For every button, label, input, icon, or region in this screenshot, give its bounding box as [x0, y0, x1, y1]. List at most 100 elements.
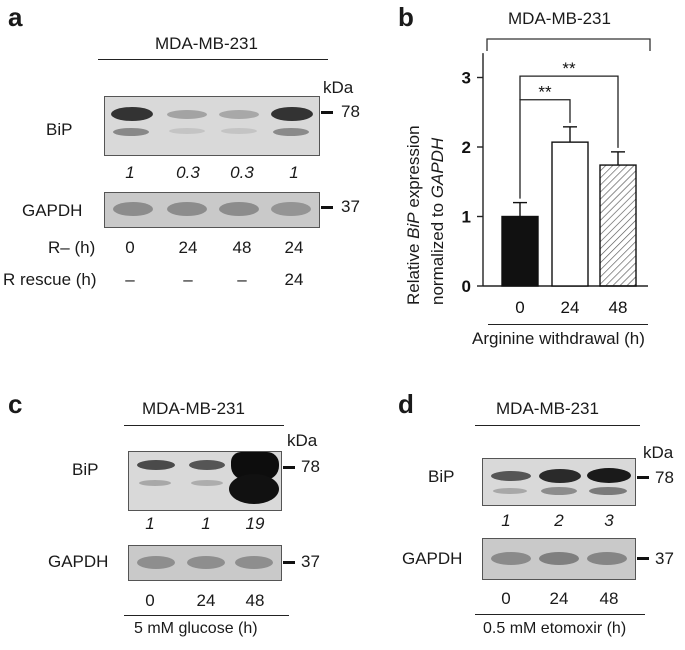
bip-band-lower: [191, 480, 223, 486]
panel-a-r-minus-value: 24: [178, 238, 198, 257]
bip-band: [271, 107, 313, 121]
bip-band-lower: [139, 480, 171, 486]
panel-c-marker-37: 37: [301, 552, 320, 571]
panel-d-header-line: [475, 425, 640, 427]
panel-b-xlabel: Arginine withdrawal (h): [472, 329, 645, 348]
panel-d-kda-label: kDa: [643, 443, 674, 462]
gapdh-band: [587, 552, 627, 565]
bip-band: [539, 469, 581, 483]
bip-band: [189, 460, 225, 470]
panel-a-r-rescue-label: R rescue (h): [3, 270, 97, 289]
panel-b-cell-line: MDA-MB-231: [508, 9, 611, 28]
panel-a-r-rescue-value: 24: [284, 270, 304, 289]
x-tick-label: 48: [609, 298, 628, 317]
ylabel-norm: normalized to: [428, 198, 447, 305]
significance-bracket: [519, 75, 619, 148]
panel-a-r-rescue-value: –: [237, 270, 247, 289]
gapdh-band: [219, 202, 259, 216]
y-tick-label: 3: [462, 69, 471, 88]
panel-c-time: 24: [196, 591, 216, 610]
gapdh-band: [491, 552, 531, 565]
panel-a-quant-3: 0.3: [230, 163, 254, 182]
x-tick-label: 24: [561, 298, 580, 317]
panel-c-header-line: [124, 425, 284, 427]
panel-d-marker-78-tick: [637, 476, 649, 479]
panel-c-gapdh-label: GAPDH: [48, 552, 109, 571]
ylabel-ref-gene: GAPDH: [428, 137, 447, 199]
bip-band-lower: [541, 487, 577, 495]
panel-c-marker-37-tick: [283, 561, 295, 564]
bip-band: [587, 468, 631, 483]
panel-d-quant-2: 2: [554, 511, 564, 530]
bar: [501, 215, 539, 287]
panel-a-r-rescue-value: –: [125, 270, 135, 289]
panel-a-r-minus-value: 0: [125, 238, 135, 257]
panel-a-bip-blot: [104, 96, 320, 156]
panel-d-gapdh-blot: [482, 538, 636, 580]
panel-b-xlabel-line: [488, 324, 648, 326]
panel-a-quant-1: 1: [125, 163, 135, 182]
panel-d-marker-37-tick: [637, 557, 649, 560]
panel-d-bip-blot: [482, 458, 636, 506]
bip-band-lower: [589, 487, 627, 495]
panel-a-cell-line: MDA-MB-231: [155, 34, 258, 53]
panel-d-bip-label: BiP: [428, 467, 455, 486]
bip-band: [111, 107, 153, 121]
panel-c-kda-label: kDa: [287, 431, 318, 450]
panel-a-r-minus-value: 24: [284, 238, 304, 257]
panel-d-marker-78: 78: [655, 468, 674, 487]
panel-d-time: 24: [549, 589, 569, 608]
bip-band: [137, 460, 175, 470]
ylabel-prefix: Relative: [404, 238, 423, 305]
panel-c-condition-line: [124, 615, 289, 617]
ylabel-suffix: expression: [404, 125, 423, 213]
panel-d-condition: 0.5 mM etomoxir (h): [483, 620, 627, 637]
panel-a-marker-78-tick: [321, 111, 333, 114]
panel-a-header-line: [98, 59, 328, 61]
panel-d-marker-37: 37: [655, 549, 674, 568]
bar: [599, 164, 637, 287]
panel-a-quant-4: 1: [289, 163, 299, 182]
bip-band-lower: [113, 128, 149, 136]
y-tick-label: 1: [462, 208, 471, 227]
gapdh-band: [113, 202, 153, 216]
significance-bracket: [519, 99, 571, 199]
panel-c-bip-label: BiP: [72, 460, 99, 479]
panel-c-time: 0: [145, 591, 155, 610]
panel-c-label: c: [8, 389, 23, 419]
panel-a-gapdh-blot: [104, 192, 320, 228]
panel-c-gapdh-blot: [128, 545, 282, 581]
ylabel-gene: BiP: [404, 212, 423, 239]
panel-b-label: b: [398, 2, 414, 32]
gapdh-band: [187, 556, 225, 569]
panel-d-gapdh-label: GAPDH: [402, 549, 463, 568]
panel-a-kda-label: kDa: [323, 78, 354, 97]
panel-a-gapdh-label: GAPDH: [22, 201, 83, 220]
panel-d-quant-1: 1: [501, 511, 511, 530]
panel-c-marker-78: 78: [301, 457, 320, 476]
gapdh-band: [539, 552, 579, 565]
panel-d-label: d: [398, 389, 414, 419]
panel-d-time: 48: [599, 589, 619, 608]
panel-a-marker-37: 37: [341, 197, 360, 216]
y-tick-label: 2: [462, 138, 471, 157]
bip-band-lower: [169, 128, 205, 134]
panel-a-label: a: [8, 2, 23, 32]
panel-c-condition: 5 mM glucose (h): [134, 620, 258, 637]
y-tick-label: 0: [462, 277, 471, 296]
bip-band-lower: [493, 488, 527, 494]
panel-d-time: 0: [501, 589, 511, 608]
panel-a-bip-label: BiP: [46, 120, 73, 139]
panel-d-quant-3: 3: [604, 511, 614, 530]
x-tick-label: 0: [515, 298, 524, 317]
gapdh-band: [235, 556, 273, 569]
panel-d-cell-line: MDA-MB-231: [496, 399, 599, 418]
panel-a-marker-78: 78: [341, 102, 360, 121]
bip-band-lower: [221, 128, 257, 134]
gapdh-band: [137, 556, 175, 569]
bip-band: [219, 110, 259, 119]
panel-c-quant-3: 19: [245, 514, 265, 533]
panel-c-time: 48: [245, 591, 265, 610]
bip-band-lower: [273, 128, 309, 136]
panel-c-quant-1: 1: [145, 514, 155, 533]
